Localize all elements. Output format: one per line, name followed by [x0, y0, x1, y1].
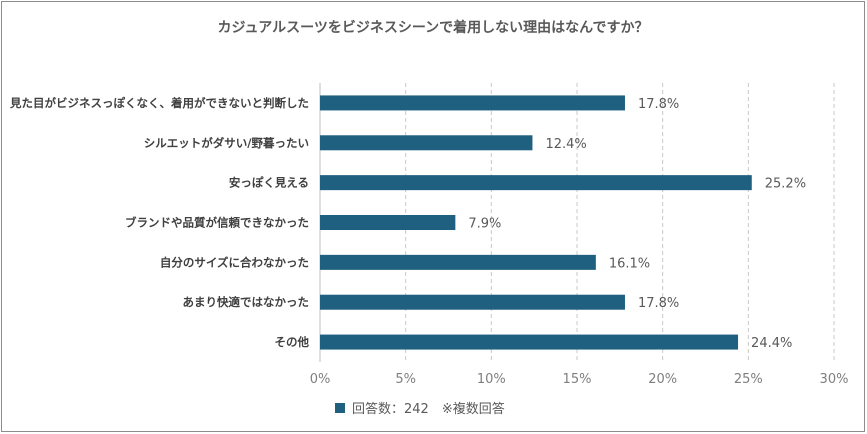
data-label: 17.8% [638, 97, 679, 112]
category-label: その他 [275, 335, 310, 349]
category-label: あまり快適ではなかった [183, 295, 310, 309]
x-axis-ticks: 0% 5% 10% 15% 20% 25% 30% [310, 372, 849, 387]
data-label: 16.1% [609, 256, 650, 271]
bars: 17.8% 12.4% 25.2% 7.9% 16.1% 17.8% 24.4% [320, 95, 806, 351]
data-label: 7.9% [468, 217, 501, 232]
bar [320, 334, 739, 350]
bar [320, 294, 625, 310]
legend-swatch [335, 403, 345, 413]
category-label: ブランドや品質が信頼できなかった [125, 216, 309, 230]
data-label: 24.4% [751, 336, 792, 351]
category-label: 見た目がビジネスっぽくなく、着用ができないと判断した [9, 96, 309, 110]
x-tick-label: 15% [563, 372, 592, 387]
legend-label: 回答数：242 ※複数回答 [352, 401, 505, 417]
chart-title: カジュアルスーツをビジネスシーンで着用しない理由はなんですか？ [218, 19, 649, 36]
data-label: 12.4% [545, 137, 586, 152]
x-tick-label: 10% [477, 372, 506, 387]
category-label: 安っぽく見える [229, 176, 309, 190]
x-tick-label: 25% [734, 372, 763, 387]
bar [320, 135, 533, 151]
x-tick-label: 20% [648, 372, 677, 387]
category-label: 自分のサイズに合わなかった [160, 255, 309, 269]
bar [320, 215, 456, 230]
data-label: 25.2% [765, 177, 806, 192]
bar [320, 95, 625, 111]
x-tick-label: 5% [395, 372, 416, 387]
bar [320, 175, 752, 191]
category-label: シルエットがダサい/野暮ったい [144, 136, 309, 150]
legend: 回答数：242 ※複数回答 [335, 401, 505, 417]
x-tick-label: 30% [820, 372, 849, 387]
category-labels: 見た目がビジネスっぽくなく、着用ができないと判断したシルエットがダサい/野暮った… [9, 96, 309, 349]
x-tick-label: 0% [310, 372, 331, 387]
bar [320, 254, 596, 270]
data-label: 17.8% [638, 296, 679, 311]
